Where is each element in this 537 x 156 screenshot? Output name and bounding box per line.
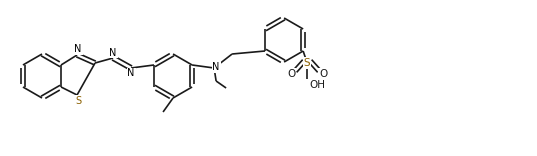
Text: N: N xyxy=(74,44,82,54)
Text: N: N xyxy=(213,62,220,72)
Text: OH: OH xyxy=(309,80,325,90)
Text: N: N xyxy=(127,68,135,78)
Text: N: N xyxy=(110,47,117,58)
Text: S: S xyxy=(304,58,310,68)
Text: O: O xyxy=(287,69,295,79)
Text: O: O xyxy=(319,69,327,79)
Text: S: S xyxy=(75,95,81,105)
